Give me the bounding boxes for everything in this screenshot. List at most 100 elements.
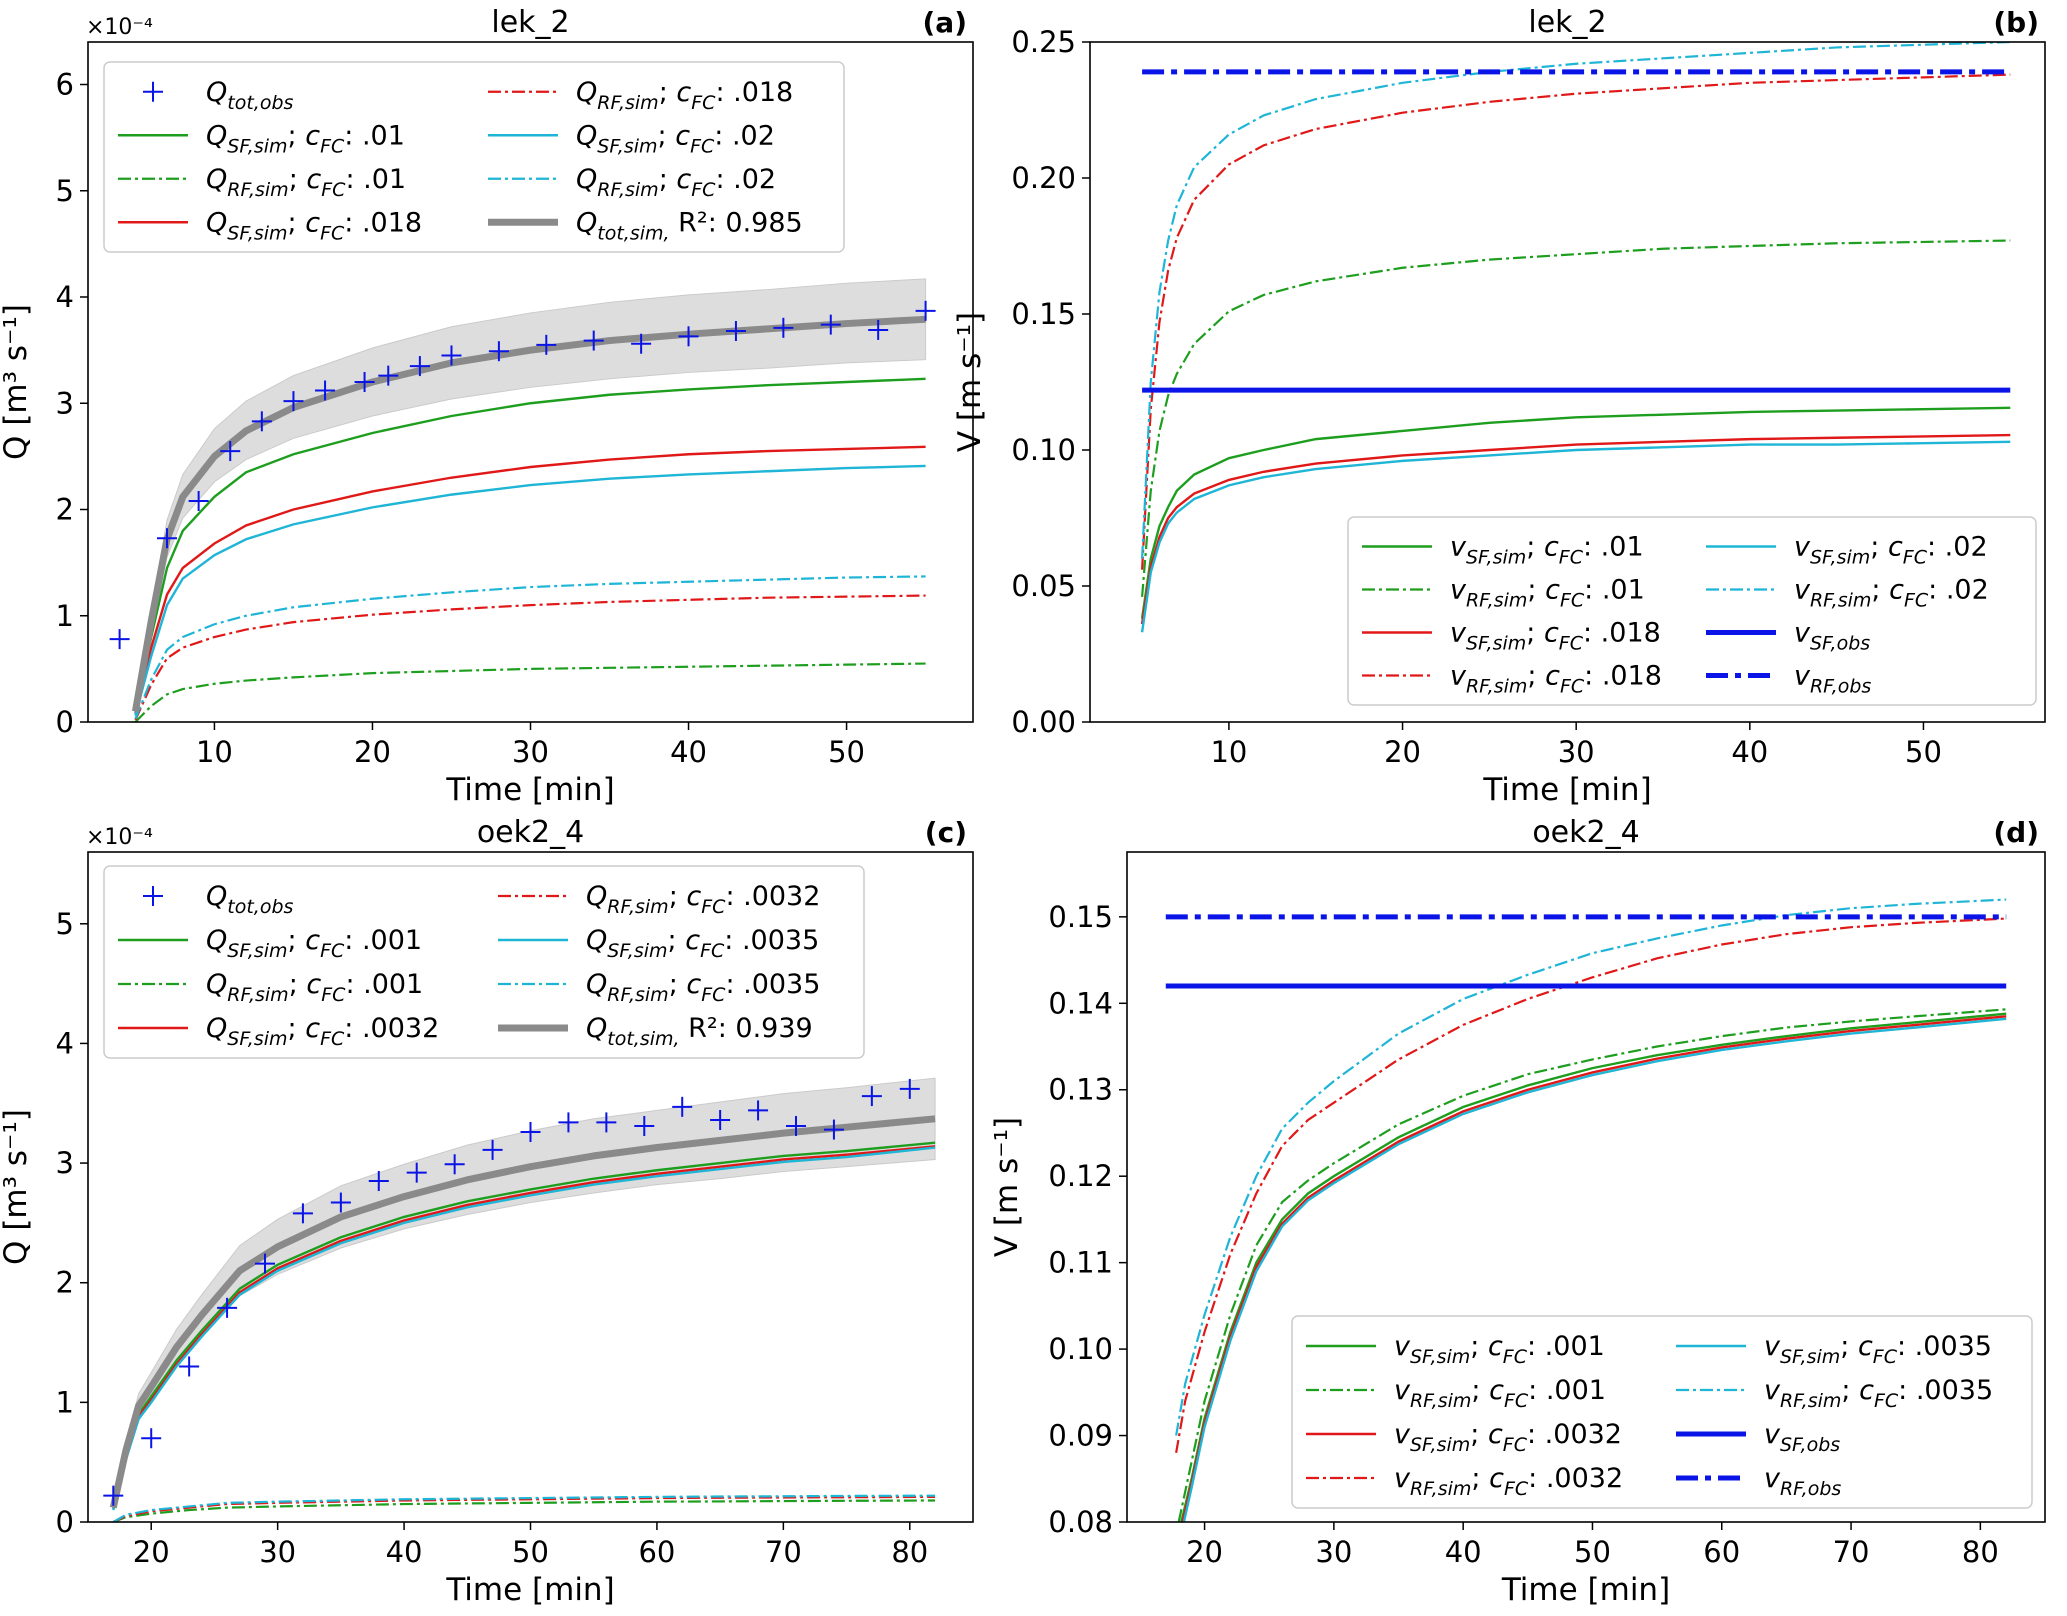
legend-label: Qtot,obs​ <box>206 881 294 918</box>
legend-label: QSF,sim​; cFC​: .018 <box>206 207 422 244</box>
series-line-rf1 <box>112 1499 936 1522</box>
series-line-rf2 <box>1140 73 2011 570</box>
legend-item-rf1: vRF,sim​; cFC​: .001 <box>1306 1375 1606 1412</box>
x-tick-label: 10 <box>1210 735 1247 769</box>
plot-area-d <box>1165 898 2007 1522</box>
obs-marker <box>255 1253 275 1274</box>
series-line-rf2 <box>112 1495 936 1522</box>
legend-label: QRF,sim​; cFC​: .0035 <box>586 969 820 1006</box>
legend-label: vRF,sim​; cFC​: .001 <box>1394 1375 1606 1412</box>
y-tick-label: 5 <box>56 174 74 208</box>
chart-title: lek_2 <box>491 5 569 40</box>
plot-area-b <box>1140 42 2011 633</box>
y-axis-label: V [m s⁻¹] <box>989 1117 1025 1257</box>
chart-panel-c: 20 30 40 50 60 70 80 0 1 2 3 4 5 oek2_4 (c) ×10⁻⁴ Time [… <box>0 815 974 1608</box>
x-tick-label: 30 <box>1315 1535 1352 1569</box>
x-tick-label: 40 <box>386 1535 423 1569</box>
obs-marker <box>179 1356 200 1377</box>
legend-item-rf1: QRF,sim​; cFC​: .001 <box>118 969 423 1006</box>
series-line-sf1 <box>1180 1012 2007 1522</box>
y-multiplier: ×10⁻⁴ <box>86 825 153 850</box>
legend-item-sf1: vSF,sim​; cFC​: .01 <box>1362 532 1644 569</box>
legend-label: vRF,sim​; cFC​: .0032 <box>1394 1463 1623 1500</box>
legend-label: vRF,sim​; cFC​: .02 <box>1794 575 1989 612</box>
plot-area-c <box>103 1077 936 1522</box>
obs-marker <box>220 441 241 462</box>
y-tick-label: 2 <box>56 493 74 527</box>
obs-marker <box>103 1485 124 1506</box>
y-tick-label: 0 <box>56 1505 74 1539</box>
panel-label: (a) <box>923 6 968 39</box>
legend-label: vSF,sim​; cFC​: .018 <box>1450 618 1661 655</box>
legend-label: vRF,sim​; cFC​: .0035 <box>1764 1375 1993 1412</box>
axes-frame <box>1089 41 2046 723</box>
obs-marker <box>915 300 936 321</box>
legend-item-rfobs: vRF,obs​ <box>1706 661 1871 698</box>
obs-marker <box>217 1297 238 1318</box>
legend-item-sfobs: vSF,obs​ <box>1676 1419 1840 1456</box>
obs-marker <box>441 345 462 366</box>
x-tick-label: 70 <box>765 1535 802 1569</box>
series-line-sf3 <box>134 464 926 716</box>
series-line-rf2 <box>134 594 926 721</box>
legend-item-rf1: vRF,sim​; cFC​: .01 <box>1362 575 1645 612</box>
y-axis-label: Q [m³ s⁻¹] <box>0 304 34 460</box>
legend-label: vSF,obs​ <box>1794 618 1870 655</box>
series-line-rf3 <box>1140 42 2011 559</box>
legend-label: QSF,sim​; cFC​: .01 <box>206 120 405 157</box>
legend: vSF,sim​; cFC​: .001 vRF,sim​; cFC​: .001… <box>1291 1315 2033 1509</box>
obs-marker <box>368 1171 389 1192</box>
legend-item-sfobs: vSF,obs​ <box>1706 618 1870 655</box>
x-tick-label: 60 <box>638 1535 675 1569</box>
x-tick-label: 20 <box>354 735 391 769</box>
axes-frame <box>1126 851 2046 1523</box>
legend-label: QRF,sim​; cFC​: .01 <box>206 164 406 201</box>
obs-marker <box>488 341 509 362</box>
obs-marker <box>109 629 130 650</box>
x-axis-label: Time [min] <box>445 1572 614 1608</box>
obs-marker <box>748 1100 769 1121</box>
legend-box <box>103 61 845 253</box>
obs-marker <box>868 319 889 340</box>
series-line-sf2 <box>112 1145 936 1510</box>
legend-item-sf1: QSF,sim​; cFC​: .01 <box>118 120 405 157</box>
legend-label: vRF,obs​ <box>1764 1463 1841 1500</box>
y-tick-label: 0.14 <box>1048 986 1113 1020</box>
confidence-band <box>134 278 927 713</box>
y-axis-label: Q [m³ s⁻¹] <box>0 1109 34 1265</box>
panel-label: (c) <box>925 816 967 849</box>
legend: vSF,sim​; cFC​: .01 vRF,sim​; cFC​: .01 vS… <box>1347 516 2037 706</box>
legend-item-tot: Qtot,sim,​ R²: 0.939 <box>498 1013 813 1050</box>
chart-panel-b: 10 20 30 40 50 0.00 0.05 0.10 0.15 0.20 0.25 lek_2 (… <box>952 5 2046 808</box>
y-tick-label: 5 <box>56 907 74 941</box>
legend-item-rf2: QRF,sim​; cFC​: .0032 <box>498 881 820 918</box>
legend-label: QRF,sim​; cFC​: .018 <box>576 77 793 114</box>
legend-label: vSF,obs​ <box>1764 1419 1840 1456</box>
obs-marker <box>283 391 304 412</box>
chart-title: oek2_4 <box>477 815 584 850</box>
x-tick-label: 30 <box>1558 735 1595 769</box>
series-line-rf3 <box>134 575 926 720</box>
legend-item-sf1: vSF,sim​; cFC​: .001 <box>1306 1331 1605 1368</box>
legend-label: QRF,sim​; cFC​: .02 <box>576 164 776 201</box>
x-tick-label: 20 <box>1384 735 1421 769</box>
y-tick-label: 0.05 <box>1011 569 1076 603</box>
x-tick-label: 50 <box>828 735 865 769</box>
x-tick-label: 80 <box>891 1535 928 1569</box>
obs-marker <box>773 317 794 338</box>
obs-marker <box>634 1115 655 1136</box>
chart-title: lek_2 <box>1528 5 1606 40</box>
legend: Qtot,obs​ QSF,sim​; cFC​: .001 QRF,sim​; c… <box>103 865 865 1059</box>
x-axis-label: Time [min] <box>1501 1572 1670 1608</box>
y-tick-label: 3 <box>56 1146 74 1180</box>
legend-item-rf2: vRF,sim​; cFC​: .0032 <box>1306 1463 1623 1500</box>
series-line-sf2 <box>134 445 926 714</box>
legend-item-rf2: vRF,sim​; cFC​: .018 <box>1362 661 1662 698</box>
chart-panel-a: 10 20 30 40 50 0 1 2 3 4 5 6 lek_2 (a) ×10⁻⁴ Time [min]… <box>0 5 974 808</box>
legend-label: Qtot,sim,​ R²: 0.985 <box>576 207 803 244</box>
x-tick-label: 70 <box>1833 1535 1870 1569</box>
y-tick-label: 6 <box>56 68 74 102</box>
legend-item-rf3: QRF,sim​; cFC​: .0035 <box>498 969 820 1006</box>
series-line-tot <box>109 1115 936 1509</box>
